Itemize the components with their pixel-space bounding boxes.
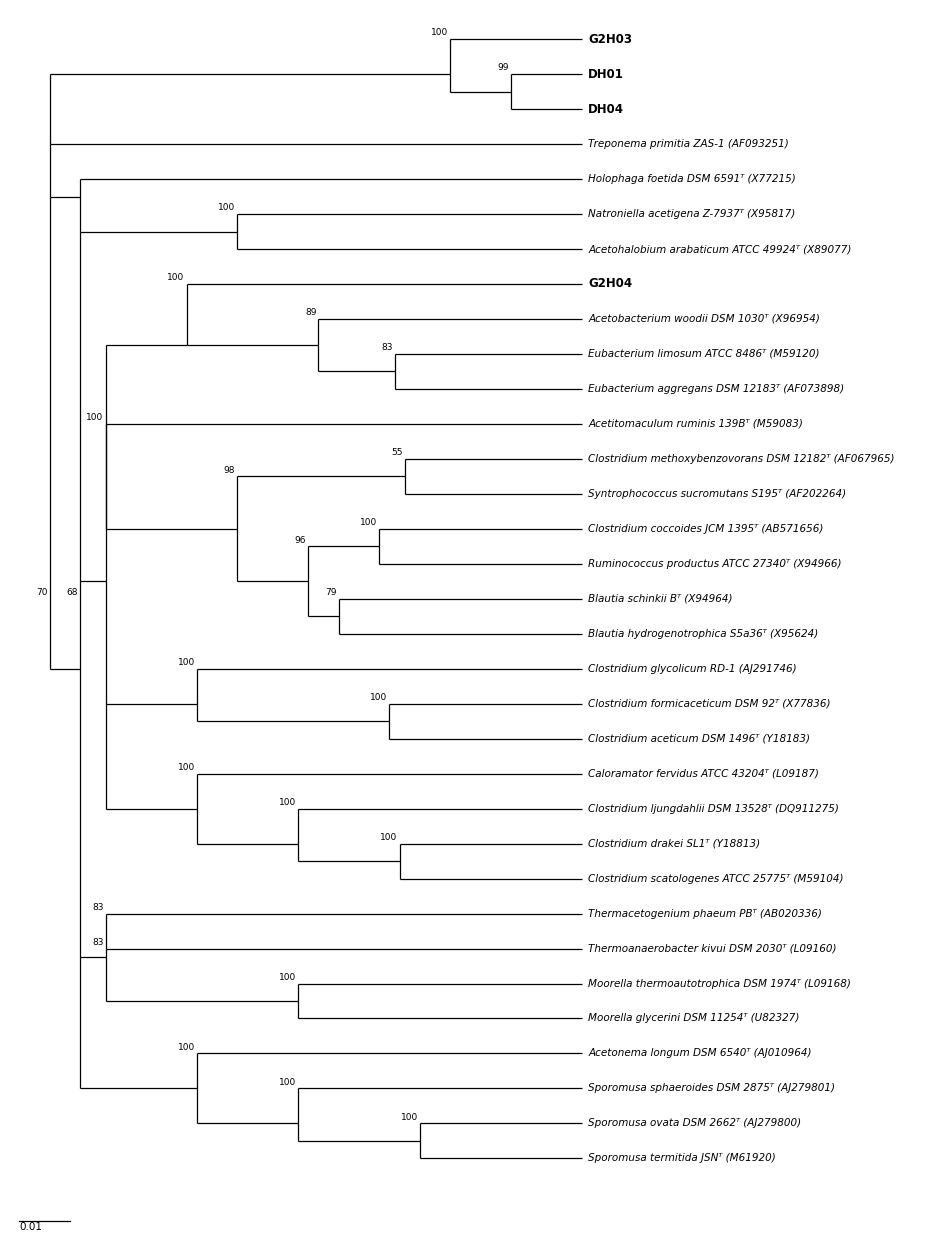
Text: Clostridium formicaceticum DSM 92ᵀ (X77836): Clostridium formicaceticum DSM 92ᵀ (X778… <box>588 699 831 709</box>
Text: Clostridium methoxybenzovorans DSM 12182ᵀ (AF067965): Clostridium methoxybenzovorans DSM 12182… <box>588 454 895 464</box>
Text: Treponema primitia ZAS-1 (AF093251): Treponema primitia ZAS-1 (AF093251) <box>588 139 789 149</box>
Text: Eubacterium limosum ATCC 8486ᵀ (M59120): Eubacterium limosum ATCC 8486ᵀ (M59120) <box>588 349 820 359</box>
Text: 100: 100 <box>371 693 387 703</box>
Text: 99: 99 <box>497 64 509 72</box>
Text: Ruminococcus productus ATCC 27340ᵀ (X94966): Ruminococcus productus ATCC 27340ᵀ (X949… <box>588 559 841 569</box>
Text: Eubacterium aggregans DSM 12183ᵀ (AF073898): Eubacterium aggregans DSM 12183ᵀ (AF0738… <box>588 384 844 394</box>
Text: 100: 100 <box>279 972 296 981</box>
Text: Clostridium drakei SL1ᵀ (Y18813): Clostridium drakei SL1ᵀ (Y18813) <box>588 839 761 849</box>
Text: 100: 100 <box>218 204 235 212</box>
Text: Clostridium aceticum DSM 1496ᵀ (Y18183): Clostridium aceticum DSM 1496ᵀ (Y18183) <box>588 734 810 744</box>
Text: Natroniella acetigena Z-7937ᵀ (X95817): Natroniella acetigena Z-7937ᵀ (X95817) <box>588 209 795 219</box>
Text: Clostridium coccoides JCM 1395ᵀ (AB571656): Clostridium coccoides JCM 1395ᵀ (AB57165… <box>588 524 824 534</box>
Text: 100: 100 <box>380 832 398 841</box>
Text: Clostridium glycolicum RD-1 (AJ291746): Clostridium glycolicum RD-1 (AJ291746) <box>588 664 796 674</box>
Text: 100: 100 <box>279 798 296 808</box>
Text: 68: 68 <box>67 588 78 598</box>
Text: 89: 89 <box>305 309 316 318</box>
Text: 100: 100 <box>360 518 377 528</box>
Text: Sporomusa sphaeroides DSM 2875ᵀ (AJ279801): Sporomusa sphaeroides DSM 2875ᵀ (AJ27980… <box>588 1084 835 1094</box>
Text: Blautia hydrogenotrophica S5a36ᵀ (X95624): Blautia hydrogenotrophica S5a36ᵀ (X95624… <box>588 629 818 639</box>
Text: Thermoanaerobacter kivui DSM 2030ᵀ (L09160): Thermoanaerobacter kivui DSM 2030ᵀ (L091… <box>588 944 837 954</box>
Text: Acetohalobium arabaticum ATCC 49924ᵀ (X89077): Acetohalobium arabaticum ATCC 49924ᵀ (X8… <box>588 244 852 254</box>
Text: 55: 55 <box>391 448 402 458</box>
Text: 100: 100 <box>177 1042 195 1051</box>
Text: 100: 100 <box>401 1112 417 1121</box>
Text: G2H03: G2H03 <box>588 32 632 46</box>
Text: 100: 100 <box>167 274 185 282</box>
Text: 0.01: 0.01 <box>20 1221 42 1231</box>
Text: Syntrophococcus sucromutans S195ᵀ (AF202264): Syntrophococcus sucromutans S195ᵀ (AF202… <box>588 489 846 499</box>
Text: Acetobacterium woodii DSM 1030ᵀ (X96954): Acetobacterium woodii DSM 1030ᵀ (X96954) <box>588 314 820 324</box>
Text: Moorella glycerini DSM 11254ᵀ (U82327): Moorella glycerini DSM 11254ᵀ (U82327) <box>588 1014 799 1024</box>
Text: Clostridium scatologenes ATCC 25775ᵀ (M59104): Clostridium scatologenes ATCC 25775ᵀ (M5… <box>588 874 843 884</box>
Text: Blautia schinkii Bᵀ (X94964): Blautia schinkii Bᵀ (X94964) <box>588 594 733 604</box>
Text: Sporomusa termitida JSNᵀ (M61920): Sporomusa termitida JSNᵀ (M61920) <box>588 1154 776 1164</box>
Text: 100: 100 <box>279 1078 296 1086</box>
Text: 96: 96 <box>295 535 307 545</box>
Text: Acetitomaculum ruminis 139Bᵀ (M59083): Acetitomaculum ruminis 139Bᵀ (M59083) <box>588 419 803 429</box>
Text: Holophaga foetida DSM 6591ᵀ (X77215): Holophaga foetida DSM 6591ᵀ (X77215) <box>588 174 796 184</box>
Text: Sporomusa ovata DSM 2662ᵀ (AJ279800): Sporomusa ovata DSM 2662ᵀ (AJ279800) <box>588 1119 801 1129</box>
Text: 98: 98 <box>224 465 235 475</box>
Text: 79: 79 <box>325 588 337 598</box>
Text: 83: 83 <box>381 344 392 352</box>
Text: Acetonema longum DSM 6540ᵀ (AJ010964): Acetonema longum DSM 6540ᵀ (AJ010964) <box>588 1049 811 1059</box>
Text: Thermacetogenium phaeum PBᵀ (AB020336): Thermacetogenium phaeum PBᵀ (AB020336) <box>588 909 822 919</box>
Text: 100: 100 <box>177 658 195 668</box>
Text: DH04: DH04 <box>588 102 624 115</box>
Text: 100: 100 <box>431 29 448 38</box>
Text: Caloramator fervidus ATCC 43204ᵀ (L09187): Caloramator fervidus ATCC 43204ᵀ (L09187… <box>588 769 819 779</box>
Text: 83: 83 <box>92 902 103 911</box>
Text: DH01: DH01 <box>588 68 624 80</box>
Text: 83: 83 <box>92 938 103 946</box>
Text: G2H04: G2H04 <box>588 278 632 290</box>
Text: 70: 70 <box>37 588 48 598</box>
Text: Clostridium ljungdahlii DSM 13528ᵀ (DQ911275): Clostridium ljungdahlii DSM 13528ᵀ (DQ91… <box>588 804 839 814</box>
Text: Moorella thermoautotrophica DSM 1974ᵀ (L09168): Moorella thermoautotrophica DSM 1974ᵀ (L… <box>588 979 851 989</box>
Text: 100: 100 <box>177 762 195 772</box>
Text: 100: 100 <box>86 414 103 422</box>
